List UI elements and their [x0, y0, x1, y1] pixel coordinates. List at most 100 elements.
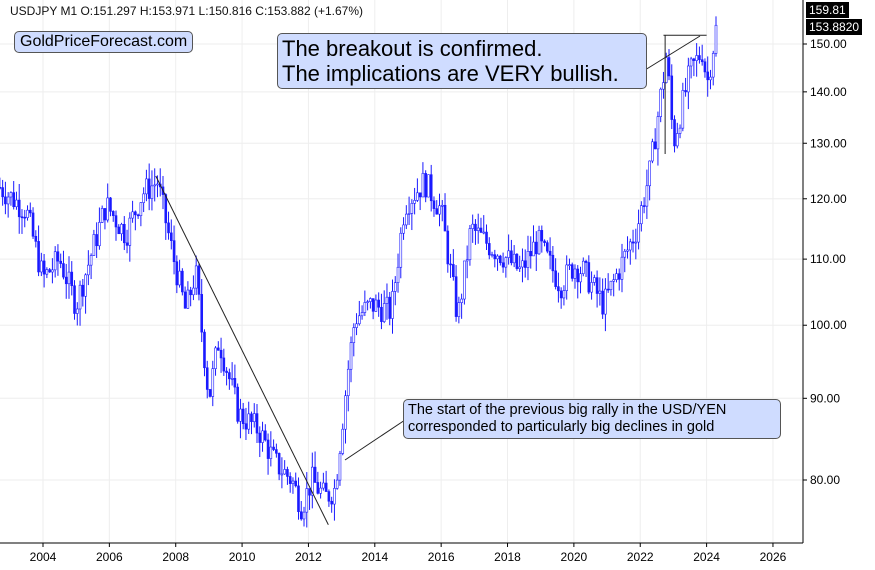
candle-body — [482, 231, 486, 234]
candle-body — [62, 263, 65, 278]
candle-body — [537, 230, 541, 255]
candle-body — [280, 473, 284, 476]
candle-body — [440, 204, 444, 207]
candle-body — [114, 215, 118, 228]
candle-body — [335, 479, 339, 489]
candle-body — [286, 469, 289, 477]
candle-body — [485, 231, 488, 244]
candle-body — [673, 119, 676, 147]
annotation-top-line1: The breakout is confirmed. — [282, 36, 543, 61]
x-tick-label: 2012 — [295, 550, 322, 564]
annotation-top-line2: The implications are VERY bullish. — [282, 61, 619, 86]
candle-body — [189, 289, 192, 296]
annotation-top-pointer — [644, 35, 701, 71]
candle-body — [252, 413, 256, 423]
x-tick-label: 2008 — [162, 550, 189, 564]
candle-body — [241, 408, 245, 424]
candle-body — [526, 250, 530, 268]
candle-body — [565, 264, 568, 291]
candle-body — [479, 227, 483, 233]
candle-body — [250, 413, 253, 423]
x-tick-label: 2024 — [693, 550, 720, 564]
candle-body — [374, 299, 378, 312]
candle-body — [313, 466, 317, 483]
candle-body — [12, 192, 15, 208]
candle-body — [219, 349, 223, 359]
candle-body — [9, 192, 13, 198]
candle-body — [709, 76, 712, 81]
candle-body — [648, 160, 651, 187]
candle-body — [203, 331, 206, 369]
candle-body — [706, 71, 710, 81]
candle-body — [581, 260, 585, 275]
candle-body — [468, 228, 472, 261]
candle-body — [499, 255, 502, 264]
candle-body — [617, 273, 621, 280]
candle-body — [405, 213, 408, 226]
candle-body — [294, 480, 298, 487]
candle-body — [460, 298, 463, 303]
candle-body — [371, 298, 375, 312]
candle-body — [534, 241, 538, 255]
candle-body — [714, 24, 718, 54]
candle-body — [518, 266, 521, 269]
candle-body — [78, 284, 82, 310]
candle-body — [89, 255, 93, 266]
candle-body — [103, 208, 107, 221]
candle-body — [711, 53, 715, 78]
candle-body — [98, 222, 101, 247]
candle-body — [164, 194, 168, 224]
candle-body — [476, 227, 480, 231]
candle-body — [355, 323, 358, 328]
candle-body — [75, 308, 79, 314]
candle-body — [6, 196, 10, 205]
candle-body — [109, 197, 112, 212]
candle-body — [225, 370, 228, 373]
candle-body — [595, 277, 599, 294]
candle-body — [156, 183, 159, 186]
candle-body — [167, 222, 170, 234]
candle-body — [570, 264, 574, 279]
candle-body — [4, 196, 7, 205]
candle-body — [438, 205, 441, 215]
candle-body — [134, 211, 137, 216]
candle-body — [388, 296, 392, 319]
candle-body — [183, 291, 187, 309]
annotation-top: The breakout is confirmed. The implicati… — [277, 33, 647, 89]
high-price-tag: 159.81 — [806, 2, 849, 18]
candle-body — [42, 260, 46, 275]
candle-body — [181, 270, 184, 293]
candle-body — [573, 268, 577, 279]
candle-body — [64, 276, 68, 285]
candle-body — [681, 90, 685, 129]
x-tick-label: 2018 — [494, 550, 521, 564]
candle-body — [493, 254, 497, 260]
candle-body — [410, 203, 414, 214]
candle-body — [305, 488, 309, 513]
candle-body — [393, 282, 397, 292]
y-tick-label: 100.00 — [810, 318, 847, 332]
candle-body — [642, 205, 646, 207]
y-tick-label: 140.00 — [810, 85, 847, 99]
candle-body — [645, 185, 649, 207]
candle-body — [396, 266, 400, 283]
candle-body — [31, 212, 35, 237]
candle-body — [266, 439, 270, 459]
candle-body — [275, 449, 278, 454]
candle-body — [429, 174, 433, 202]
candle-body — [308, 488, 311, 496]
candle-body — [471, 223, 474, 229]
candle-body — [584, 260, 588, 263]
candle-body — [700, 59, 704, 63]
candle-body — [26, 209, 29, 218]
candle-body — [23, 216, 27, 219]
candle-body — [106, 197, 110, 221]
candle-body — [194, 265, 198, 289]
candle-body — [463, 260, 466, 300]
candle-body — [100, 208, 104, 223]
candle-body — [205, 367, 209, 390]
candle-body — [606, 288, 610, 291]
x-tick-label: 2006 — [96, 550, 123, 564]
candle-body — [659, 88, 663, 117]
